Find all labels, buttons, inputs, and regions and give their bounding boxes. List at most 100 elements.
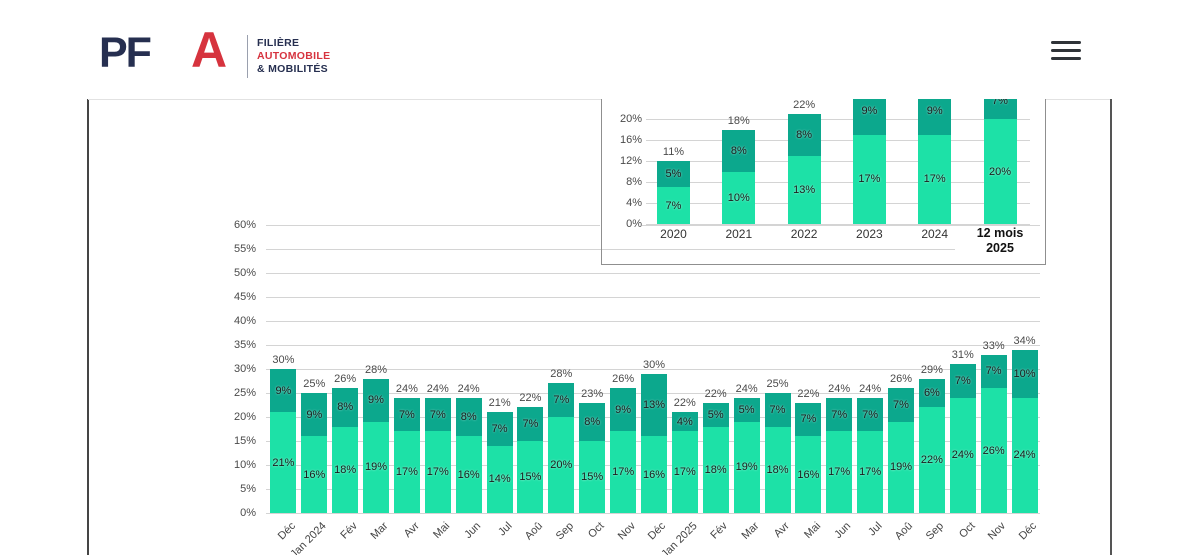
main-chart-segment-label-bottom: 19% xyxy=(735,461,758,474)
main-chart-segment-label-top: 13% xyxy=(642,399,666,411)
main-chart-x-axis-label: Jun xyxy=(462,520,484,542)
main-chart-segment-label-bottom: 14% xyxy=(488,473,511,486)
main-chart-bar-segment-bottom[interactable] xyxy=(517,441,544,513)
main-chart-bar-segment-bottom[interactable] xyxy=(733,421,760,513)
main-chart-bar-segment-bottom[interactable] xyxy=(949,397,976,513)
main-chart-bar-segment-bottom[interactable] xyxy=(641,436,667,513)
main-chart-x-axis-label: Oct xyxy=(956,520,978,541)
main-chart-bar-segment-top[interactable] xyxy=(270,369,297,413)
main-chart-x-axis-label: Déc xyxy=(275,520,298,543)
inset-chart-bar-segment-bottom[interactable] xyxy=(983,119,1017,224)
main-chart-segment-label-bottom: 17% xyxy=(859,466,882,479)
main-chart-bar-segment-bottom[interactable] xyxy=(826,431,853,513)
inset-chart-bar-segment-bottom[interactable] xyxy=(722,171,756,224)
main-chart-bar-segment-bottom[interactable] xyxy=(301,436,328,513)
main-chart-segment-label-top: 5% xyxy=(738,403,755,416)
main-chart-x-axis-label: Mar xyxy=(368,520,391,542)
main-chart-bar-segment-top[interactable] xyxy=(393,397,420,432)
main-chart-gridline xyxy=(266,297,1040,298)
main-chart-bar-segment-top[interactable] xyxy=(332,388,359,427)
main-chart-bar-segment-bottom[interactable] xyxy=(455,436,482,513)
inset-chart-bar-segment-bottom[interactable] xyxy=(787,155,821,225)
main-chart-segment-label-bottom: 24% xyxy=(951,449,974,462)
inset-chart-bar-segment-bottom[interactable] xyxy=(918,134,952,225)
main-chart-y-axis-label: 25% xyxy=(233,387,256,399)
main-chart-bar-segment-top[interactable] xyxy=(1011,349,1038,398)
main-chart-bar-segment-top[interactable] xyxy=(301,393,328,437)
main-chart-bar-segment-top[interactable] xyxy=(671,412,698,432)
main-chart-bar-segment-bottom[interactable] xyxy=(980,388,1007,513)
inset-chart-x-axis-label-current-period: 12 mois 2025 xyxy=(955,226,1045,256)
main-chart-bar-segment-top[interactable] xyxy=(733,397,760,422)
main-chart-bar-segment-top[interactable] xyxy=(641,373,667,437)
main-chart-bar-segment-bottom[interactable] xyxy=(610,431,637,513)
main-chart-segment-label-bottom: 16% xyxy=(642,468,666,481)
main-chart-bar-segment-top[interactable] xyxy=(517,407,544,441)
main-chart-bar-segment-top[interactable] xyxy=(610,388,637,432)
main-chart-bar-segment-bottom[interactable] xyxy=(393,431,420,513)
main-chart-bar-segment-bottom[interactable] xyxy=(363,421,389,513)
main-chart-bar-segment-bottom[interactable] xyxy=(332,426,359,513)
main-chart-segment-label-bottom: 17% xyxy=(828,466,851,479)
main-chart-segment-label-top: 7% xyxy=(831,408,848,421)
main-chart-bar-segment-bottom[interactable] xyxy=(795,436,822,513)
card-border-top-left-segment xyxy=(88,99,601,100)
main-chart-segment-label-top: 7% xyxy=(954,375,971,387)
main-chart-bar-segment-bottom[interactable] xyxy=(579,441,606,513)
main-chart-bar-segment-top[interactable] xyxy=(579,402,606,441)
main-chart-segment-label-bottom: 20% xyxy=(550,459,573,471)
main-chart-bar-segment-top[interactable] xyxy=(455,397,482,437)
main-chart-segment-label-top: 5% xyxy=(707,408,724,421)
main-chart-segment-label-bottom: 16% xyxy=(457,468,480,481)
main-chart-bar-segment-top[interactable] xyxy=(363,378,389,422)
inset-chart-border-bottom xyxy=(601,264,1046,265)
main-chart-total-label: 22% xyxy=(797,387,820,400)
main-chart-bar-segment-top[interactable] xyxy=(702,402,729,427)
main-chart-bar-segment-bottom[interactable] xyxy=(671,431,698,513)
main-chart-bar-segment-top[interactable] xyxy=(980,354,1007,389)
main-chart-bar-segment-bottom[interactable] xyxy=(857,431,884,513)
menu-button[interactable] xyxy=(1049,38,1083,66)
main-chart-segment-label-top: 9% xyxy=(615,403,632,416)
pfa-logo[interactable]: PF A FILIÈRE AUTOMOBILE & MOBILITÉS xyxy=(99,22,339,84)
logo-tagline-line1: FILIÈRE xyxy=(257,37,300,49)
main-chart-segment-label-bottom: 18% xyxy=(766,463,789,476)
main-chart-bar-segment-bottom[interactable] xyxy=(424,431,451,513)
main-chart-total-label: 28% xyxy=(550,368,573,381)
main-chart-bar-segment-bottom[interactable] xyxy=(1011,397,1038,513)
main-chart-bar-segment-top[interactable] xyxy=(795,402,822,437)
main-chart-bar-segment-top[interactable] xyxy=(918,378,945,408)
inset-chart-segment-label-top: 8% xyxy=(730,144,747,157)
main-chart-bar-segment-bottom[interactable] xyxy=(764,426,791,513)
logo-tagline-line3: & MOBILITÉS xyxy=(257,63,328,75)
inset-chart-segment-label-top: 5% xyxy=(665,168,682,181)
inset-chart-x-axis-label: 2022 xyxy=(790,227,818,241)
main-chart-total-label: 31% xyxy=(951,349,974,362)
main-chart-bar-segment-bottom[interactable] xyxy=(486,445,513,513)
main-chart-bar-segment-top[interactable] xyxy=(826,397,853,432)
inset-chart-bar-segment-top[interactable] xyxy=(787,113,821,156)
main-chart-bar-segment-bottom[interactable] xyxy=(888,421,914,513)
main-chart-bar-segment-top[interactable] xyxy=(486,412,513,446)
inset-chart-bar-segment-bottom[interactable] xyxy=(852,134,886,225)
inset-chart-bar-segment-bottom[interactable] xyxy=(657,187,690,225)
main-chart-bar-segment-top[interactable] xyxy=(857,397,884,432)
main-chart-y-axis-label: 30% xyxy=(233,363,256,375)
inset-chart-bar-segment-top[interactable] xyxy=(722,129,756,172)
main-chart-bar-segment-top[interactable] xyxy=(764,393,791,427)
main-chart-segment-label-bottom: 19% xyxy=(889,461,913,474)
main-chart-bar-segment-top[interactable] xyxy=(888,388,914,422)
main-chart-segment-label-bottom: 16% xyxy=(303,468,326,481)
main-chart-bar-segment-bottom[interactable] xyxy=(918,407,945,513)
main-chart-bar-segment-bottom[interactable] xyxy=(548,417,575,513)
main-chart-x-axis-label: Déc xyxy=(646,520,669,543)
main-chart-bar-segment-top[interactable] xyxy=(949,364,976,398)
inset-chart-bar-segment-top[interactable] xyxy=(657,161,690,188)
main-chart-y-axis-label: 15% xyxy=(233,435,256,447)
main-chart-y-axis-label: 5% xyxy=(240,483,256,495)
main-chart-bar-segment-top[interactable] xyxy=(548,383,575,417)
main-chart-bar-segment-bottom[interactable] xyxy=(270,412,297,513)
main-chart-bar-segment-bottom[interactable] xyxy=(702,426,729,513)
main-chart-bar-segment-top[interactable] xyxy=(424,397,451,432)
